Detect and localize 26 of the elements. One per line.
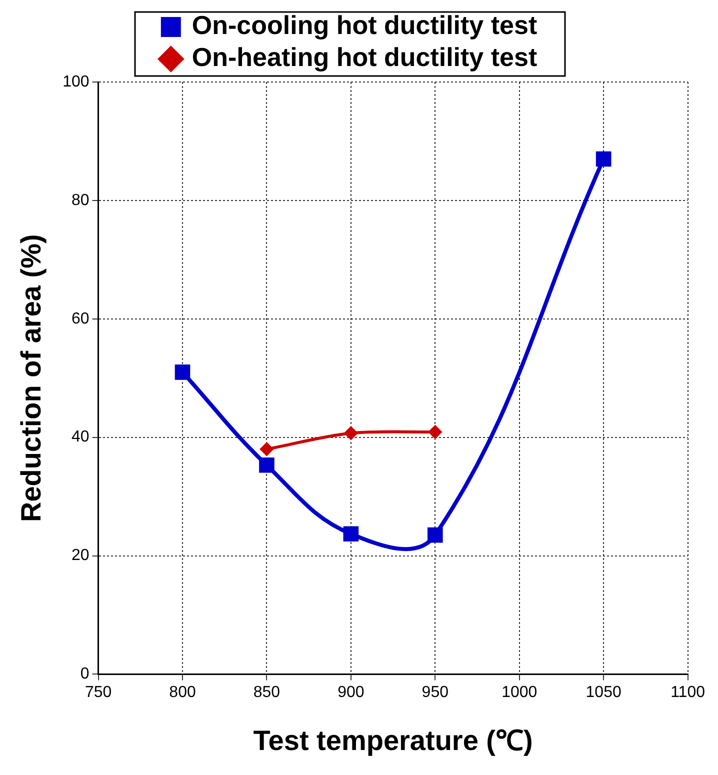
legend-label: On-heating hot ductility test	[192, 42, 538, 72]
x-axis-title: Test temperature (℃)	[253, 724, 533, 756]
x-tick-label: 800	[169, 684, 196, 702]
x-tick-label: 850	[253, 684, 280, 702]
point	[344, 426, 358, 440]
y-tick-label: 40	[72, 428, 90, 446]
legend-label: On-cooling hot ductility test	[192, 10, 538, 40]
point	[260, 442, 274, 456]
y-tick-label: 60	[72, 310, 90, 328]
x-tick-label: 950	[422, 684, 449, 702]
point	[174, 364, 190, 380]
x-tick-label: 900	[338, 684, 364, 702]
point	[259, 457, 274, 473]
x-tick-label: 1100	[670, 684, 706, 702]
point	[428, 425, 442, 438]
y-tick-label: 0	[80, 666, 90, 683]
point	[343, 526, 359, 542]
point	[427, 527, 443, 543]
y-tick-label: 80	[72, 192, 90, 209]
y-axis-title: Reduction of area (%)	[16, 234, 47, 522]
y-tick-label: 20	[72, 547, 90, 564]
y-tick-label: 100	[62, 73, 90, 90]
x-tick-label: 1050	[586, 684, 622, 702]
x-tick-label: 750	[84, 684, 112, 702]
point	[596, 151, 612, 167]
x-tick-label: 1000	[502, 684, 538, 702]
